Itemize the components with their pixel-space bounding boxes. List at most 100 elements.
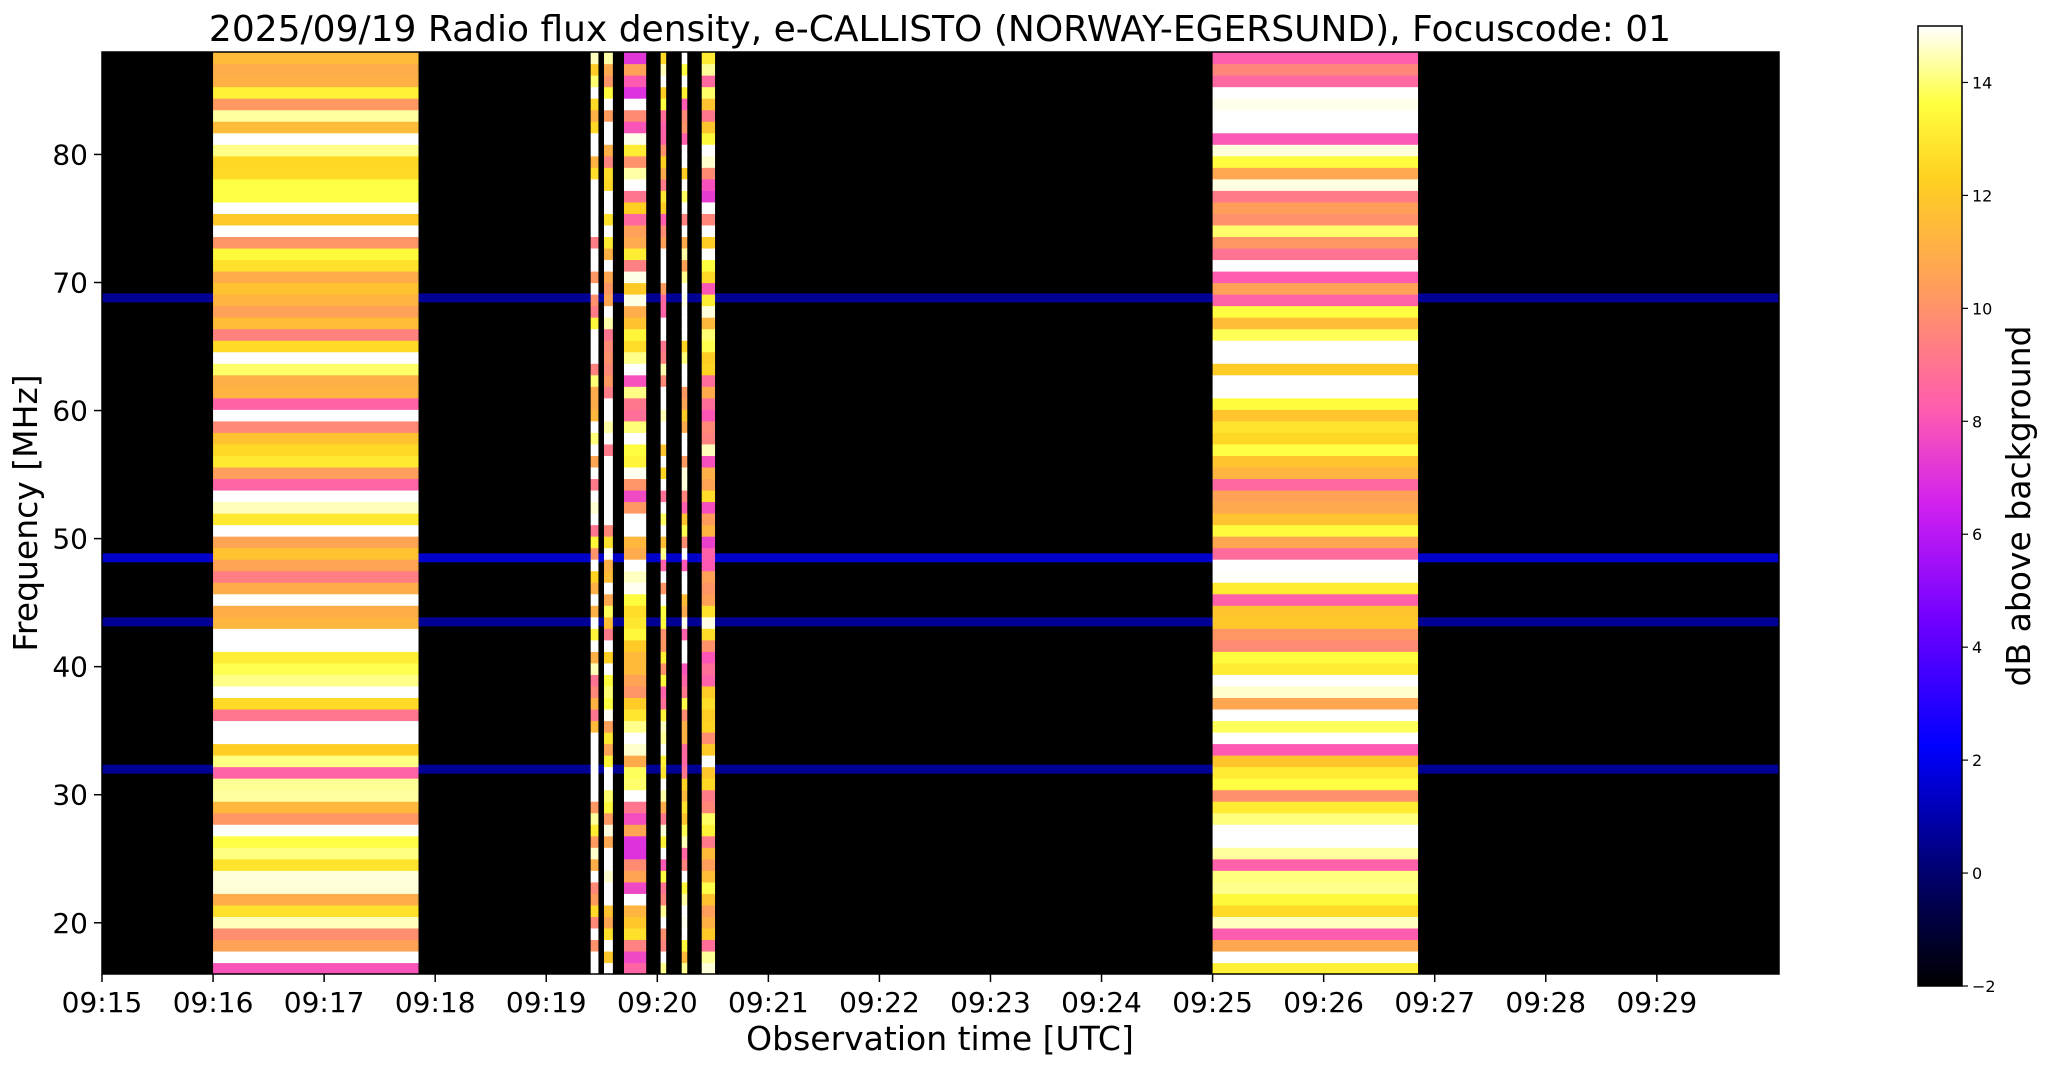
intensity-strip xyxy=(603,639,613,652)
intensity-strip xyxy=(701,489,716,503)
intensity-strip xyxy=(660,386,667,399)
intensity-block-7 xyxy=(1212,52,1419,974)
intensity-strip xyxy=(623,432,647,445)
intensity-strip xyxy=(603,628,613,641)
intensity-strip xyxy=(590,466,599,480)
intensity-strip xyxy=(701,455,716,468)
intensity-strip xyxy=(603,858,613,871)
intensity-strip xyxy=(1212,86,1419,99)
intensity-strip xyxy=(701,778,716,791)
intensity-strip xyxy=(1212,582,1419,595)
intensity-strip xyxy=(623,870,647,883)
intensity-strip xyxy=(681,801,688,814)
intensity-strip xyxy=(1212,685,1419,698)
intensity-strip xyxy=(590,847,599,860)
intensity-strip xyxy=(603,270,613,284)
intensity-strip xyxy=(590,501,599,514)
intensity-strip xyxy=(213,247,419,261)
intensity-strip xyxy=(681,939,688,952)
intensity-strip xyxy=(623,63,647,76)
intensity-strip xyxy=(623,190,647,203)
intensity-strip xyxy=(701,190,716,203)
intensity-strip xyxy=(213,478,419,491)
intensity-strip xyxy=(1212,259,1419,272)
intensity-strip xyxy=(681,374,688,387)
intensity-strip xyxy=(590,870,599,883)
intensity-block-2 xyxy=(603,52,613,974)
intensity-strip xyxy=(213,916,419,929)
intensity-strip xyxy=(1212,420,1419,433)
intensity-strip xyxy=(603,351,613,364)
intensity-strip xyxy=(623,294,647,307)
intensity-strip xyxy=(681,501,688,514)
intensity-strip xyxy=(603,478,613,491)
intensity-strip xyxy=(213,63,419,76)
intensity-strip xyxy=(681,916,688,929)
intensity-strip xyxy=(660,904,667,917)
y-tick-label: 60 xyxy=(52,395,88,428)
intensity-strip xyxy=(660,708,667,722)
intensity-strip xyxy=(213,351,419,364)
intensity-strip xyxy=(681,697,688,710)
intensity-strip xyxy=(701,893,716,906)
intensity-strip xyxy=(660,236,667,249)
intensity-strip xyxy=(681,75,688,88)
intensity-strip xyxy=(623,501,647,514)
intensity-strip xyxy=(590,916,599,929)
intensity-strip xyxy=(603,962,613,974)
colorbar-tick-label: 8 xyxy=(1972,412,1982,431)
intensity-strip xyxy=(623,801,647,814)
intensity-block-6 xyxy=(701,52,716,974)
intensity-strip xyxy=(1212,363,1419,376)
intensity-strip xyxy=(590,178,599,191)
intensity-strip xyxy=(701,513,716,526)
intensity-strip xyxy=(213,155,419,168)
intensity-block-3 xyxy=(623,52,647,974)
intensity-strip xyxy=(701,916,716,929)
intensity-strip xyxy=(681,294,688,307)
intensity-strip xyxy=(213,847,419,860)
intensity-strip xyxy=(660,559,667,572)
intensity-strip xyxy=(660,489,667,503)
intensity-strip xyxy=(603,778,613,791)
intensity-strip xyxy=(603,881,613,894)
intensity-strip xyxy=(1212,743,1419,756)
intensity-strip xyxy=(623,109,647,122)
intensity-strip xyxy=(603,536,613,549)
intensity-strip xyxy=(623,178,647,191)
intensity-strip xyxy=(681,363,688,376)
intensity-strip xyxy=(681,351,688,364)
intensity-strip xyxy=(213,950,419,964)
intensity-strip xyxy=(213,340,419,353)
intensity-strip xyxy=(213,708,419,722)
intensity-strip xyxy=(701,201,716,214)
intensity-strip xyxy=(681,570,688,583)
intensity-strip xyxy=(701,121,716,134)
intensity-strip xyxy=(603,213,613,226)
intensity-strip xyxy=(701,144,716,157)
intensity-strip xyxy=(681,755,688,768)
intensity-strip xyxy=(590,605,599,618)
intensity-strip xyxy=(623,582,647,595)
intensity-strip xyxy=(590,582,599,595)
y-tick-label: 50 xyxy=(52,523,88,556)
x-tick-label: 09:27 xyxy=(1394,986,1475,1019)
intensity-strip xyxy=(623,363,647,376)
intensity-strip xyxy=(623,685,647,698)
intensity-strip xyxy=(590,340,599,353)
intensity-strip xyxy=(701,270,716,284)
plot-frame xyxy=(101,51,1780,975)
intensity-strip xyxy=(1212,639,1419,652)
intensity-strip xyxy=(590,616,599,629)
intensity-strip xyxy=(603,708,613,722)
x-tick-label: 09:23 xyxy=(950,986,1031,1019)
intensity-strip xyxy=(1212,374,1419,387)
intensity-strip xyxy=(590,904,599,917)
intensity-strip xyxy=(701,340,716,353)
intensity-strip xyxy=(623,155,647,168)
intensity-strip xyxy=(213,455,419,468)
intensity-strip xyxy=(590,674,599,687)
intensity-strip xyxy=(660,674,667,687)
intensity-strip xyxy=(623,513,647,526)
intensity-strip xyxy=(681,731,688,745)
